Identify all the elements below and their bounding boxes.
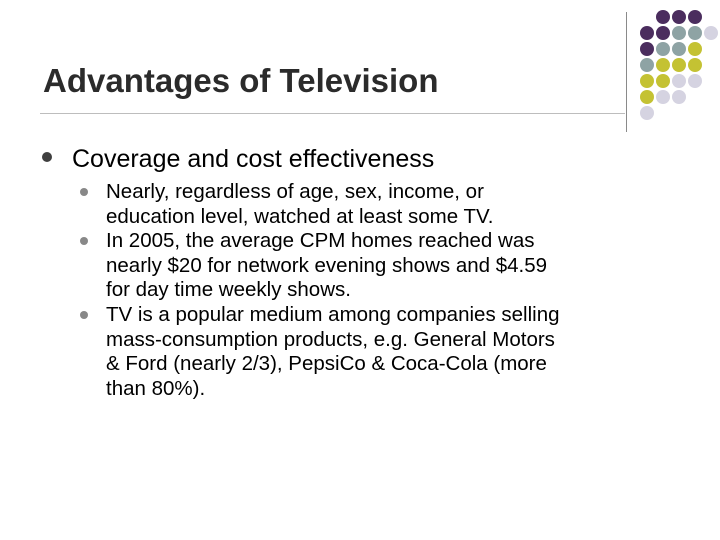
decorative-dot [656,42,670,56]
level2-bullet-item: In 2005, the average CPM homes reached w… [0,229,686,303]
level2-bullet-icon [80,310,88,319]
decorative-dot [672,42,686,56]
level1-bullet-icon [42,152,52,162]
decorative-dot [688,10,702,24]
level2-bullet-list: Nearly, regardless of age, sex, income, … [0,180,720,401]
decorative-dot [656,58,670,72]
decorative-dot [672,10,686,24]
level2-bullet-item: TV is a popular medium among companies s… [0,303,686,401]
bullet-line: for day time weekly shows. [106,278,351,302]
level2-bullet-icon [80,237,88,246]
decorative-dot [640,74,654,88]
decorative-dot [656,74,670,88]
decorative-dot [704,26,718,40]
vertical-divider [626,12,627,132]
decorative-dot [640,42,654,56]
bullet-line: than 80%). [106,376,206,400]
decorative-dot [656,10,670,24]
decorative-dot [656,26,670,40]
decorative-dot [672,90,686,104]
level2-bullet-icon [80,188,88,196]
decorative-dot [640,106,654,120]
decorative-dot [640,90,654,104]
decorative-dot [688,58,702,72]
title-underline [40,113,625,114]
decorative-dot [688,74,702,88]
decorative-dot [640,58,654,72]
decorative-dot [688,26,702,40]
bullet-line: & Ford (nearly 2/3), PepsiCo & Coca-Cola… [106,352,547,376]
decorative-dot [672,74,686,88]
decorative-dot [656,90,670,104]
bullet-line: TV is a popular medium among companies s… [106,302,560,326]
bullet-line: nearly $20 for network evening shows and… [106,253,548,277]
decorative-dot [672,26,686,40]
slide-title: Advantages of Television [43,62,439,99]
bullet-line: Nearly, regardless of age, sex, income, … [106,180,484,203]
level2-bullet-item: Nearly, regardless of age, sex, income, … [0,180,686,229]
decorative-dot [672,58,686,72]
decorative-dot [688,42,702,56]
bullet-line: In 2005, the average CPM homes reached w… [106,229,535,253]
bullet-line: education level, watched at least some T… [106,204,494,228]
level1-bullet-text: Coverage and cost effectiveness [72,145,435,173]
bullet-line: mass-consumption products, e.g. General … [106,327,555,351]
decorative-dot-grid [640,10,720,130]
decorative-dot [640,26,654,40]
